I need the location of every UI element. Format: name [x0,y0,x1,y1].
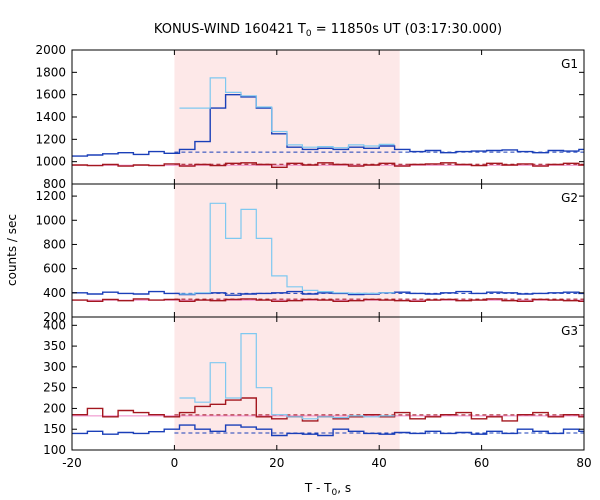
y-tick-label: 200 [43,401,66,415]
series-line-series-b [72,162,584,168]
panel-g1: 800 1000 1200 1400 1600 1800 2000 G1 [35,43,585,191]
y-tick-label: 1200 [35,132,66,146]
panel-label: G2 [561,191,578,205]
series-line-series-b [72,298,584,302]
y-tick-label: 400 [43,318,66,332]
y-tick-label: 1200 [35,189,66,203]
y-tick-label: 1000 [35,155,66,169]
y-tick-label: 100 [43,443,66,457]
x-tick-label: 20 [269,456,284,470]
series-line-series-a [72,94,584,157]
panel-g3: 100 150 200 250 300 350 400 -20 0 20 40 60 80 G3 [43,316,592,470]
y-tick-label: 200 [43,310,66,324]
chart-title: KONUS-WIND 160421 T0 = 11850s UT (03:17:… [154,22,502,39]
y-tick-label: 150 [43,422,66,436]
x-tick-label: 60 [474,456,489,470]
highlight-band [174,184,400,317]
y-tick-label: 1800 [35,65,66,79]
y-axis-label: counts / sec [5,214,19,286]
x-tick-label: -20 [62,456,82,470]
series-line-series-sum [179,77,395,149]
panel-label: G3 [561,324,578,338]
series-line-series-sum [179,202,395,295]
y-tick-label: 1600 [35,88,66,102]
y-tick-label: 1000 [35,213,66,227]
panel-frame [71,316,585,451]
series-line-series-a [72,424,584,437]
panel-g2: 200 400 600 800 1000 1200 G2 [35,183,585,324]
y-tick-label: 350 [43,339,66,353]
y-tick-label: 600 [43,262,66,276]
panels: 800100012001400160018002000G120040060080… [35,43,591,470]
x-tick-label: 80 [576,456,591,470]
x-tick-label: 0 [171,456,179,470]
y-tick-label: 250 [43,381,66,395]
highlight-band [174,317,400,450]
x-tick-label: 40 [372,456,387,470]
series-line-series-sum [179,333,395,420]
y-tick-label: 800 [43,237,66,251]
x-axis-label: T - T0, s [304,481,351,498]
highlight-band [174,50,400,184]
y-tick-label: 300 [43,360,66,374]
y-tick-label: 2000 [35,43,66,57]
y-tick-label: 800 [43,177,66,191]
y-tick-label: 400 [43,286,66,300]
y-tick-label: 1400 [35,110,66,124]
panel-label: G1 [561,57,578,71]
